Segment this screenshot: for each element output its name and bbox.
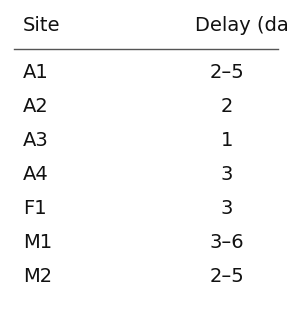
Text: M1: M1: [23, 233, 52, 252]
Text: A2: A2: [23, 97, 49, 116]
Text: 2–5: 2–5: [209, 267, 244, 286]
Text: 3: 3: [220, 165, 233, 184]
Text: 3: 3: [220, 199, 233, 218]
Text: Site: Site: [23, 16, 61, 35]
Text: 2: 2: [220, 97, 233, 116]
Text: M2: M2: [23, 267, 52, 286]
Text: A1: A1: [23, 63, 49, 82]
Text: 1: 1: [220, 131, 233, 150]
Text: 2–5: 2–5: [209, 63, 244, 82]
Text: A3: A3: [23, 131, 49, 150]
Text: Delay (days): Delay (days): [195, 16, 287, 35]
Text: A4: A4: [23, 165, 49, 184]
Text: F1: F1: [23, 199, 46, 218]
Text: 3–6: 3–6: [210, 233, 244, 252]
